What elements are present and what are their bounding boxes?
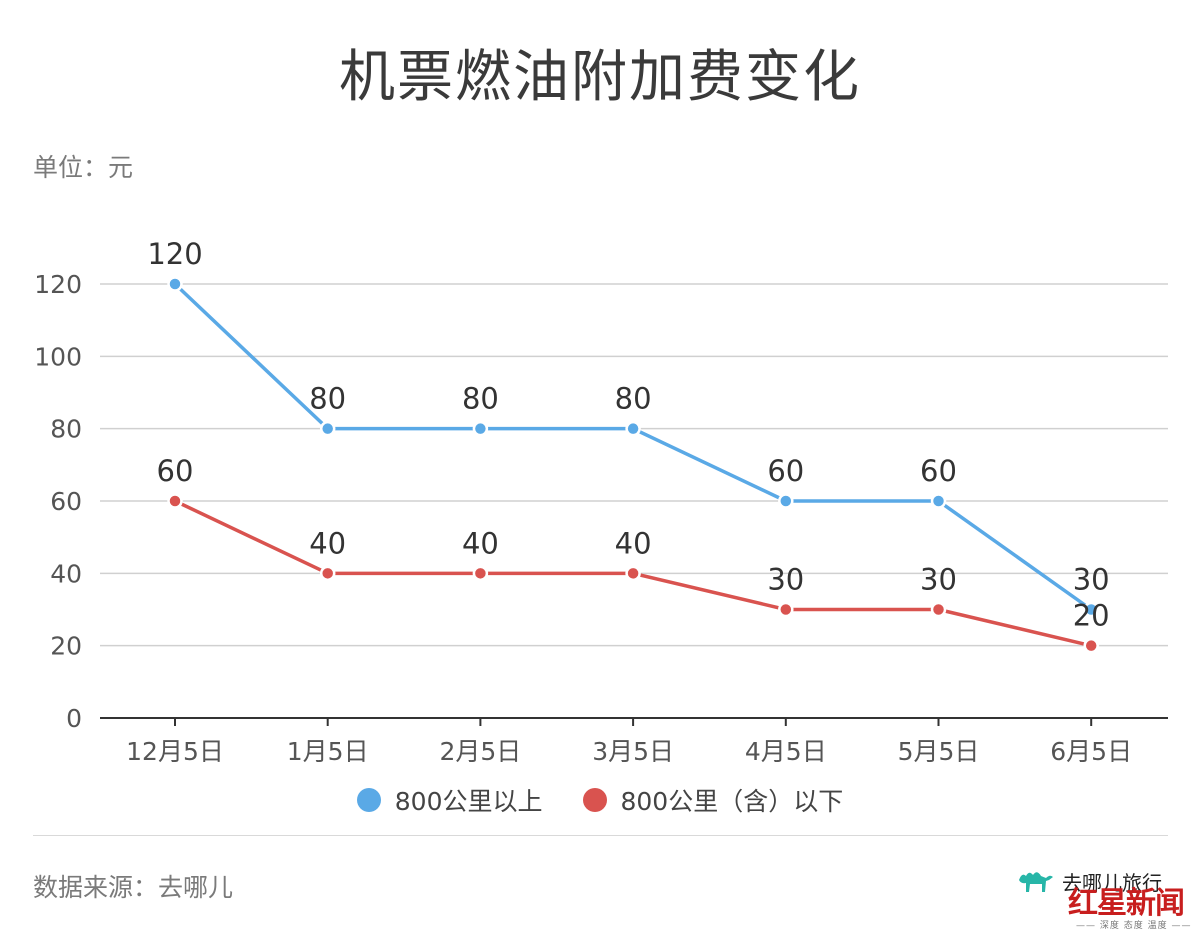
x-tick-label: 4月5日: [745, 737, 827, 766]
x-tick-label: 1月5日: [287, 737, 369, 766]
unit-label: 单位：元: [33, 153, 134, 182]
y-tick-label: 40: [50, 559, 82, 588]
y-tick-label: 20: [50, 632, 82, 661]
data-label: 40: [615, 526, 652, 560]
y-tick-label: 0: [66, 704, 82, 733]
x-tick-label: 5月5日: [898, 737, 980, 766]
data-point: [930, 493, 947, 509]
data-point: [1083, 637, 1099, 654]
data-label: 30: [1073, 563, 1110, 597]
data-label: 20: [1073, 599, 1110, 633]
line-chart: 0 20 40 60 80 100 120 12月5日 1月5日 2月5日 3月5日 4月5日 5月5日…: [34, 237, 1168, 766]
data-point: [167, 493, 183, 509]
qunar-brand: 去哪儿旅行: [1016, 866, 1162, 896]
news-tagline: —— 深度 态度 温度 ——: [1076, 921, 1192, 931]
legend: 800公里以上 800公里（含）以下: [0, 782, 1200, 818]
data-label: 80: [462, 382, 499, 416]
data-point: [472, 420, 489, 437]
y-tick-label: 60: [50, 487, 82, 516]
y-tick-label: 120: [34, 270, 82, 299]
y-tick-label: 100: [34, 342, 82, 371]
data-label: 30: [767, 563, 804, 597]
data-point: [778, 601, 794, 618]
data-point: [625, 420, 641, 437]
legend-item-below[interactable]: 800公里（含）以下: [582, 782, 844, 818]
legend-item-above[interactable]: 800公里以上: [356, 782, 543, 818]
data-label: 40: [309, 526, 346, 560]
data-label: 60: [920, 454, 957, 488]
data-point: [472, 565, 489, 582]
data-point: [1083, 601, 1099, 618]
data-label: 40: [462, 526, 499, 560]
footer-divider: [33, 835, 1168, 836]
x-tick-label: 2月5日: [439, 737, 521, 766]
data-point: [930, 601, 947, 618]
legend-label-above: 800公里以上: [394, 787, 543, 816]
data-label: 80: [615, 382, 652, 416]
brand-text: 去哪儿旅行: [1062, 870, 1162, 895]
legend-dot-above: [356, 788, 381, 812]
y-tick-label: 80: [50, 415, 82, 444]
series-line-0: [173, 282, 1093, 611]
legend-label-below: 800公里（含）以下: [620, 787, 844, 816]
data-label: 60: [157, 454, 194, 488]
data-label: 120: [147, 237, 202, 271]
news-logo: 红星新闻: [1068, 886, 1185, 921]
data-label: 80: [309, 382, 346, 416]
camel-icon: [1019, 872, 1053, 892]
x-tick-label: 3月5日: [592, 737, 674, 766]
legend-dot-below: [582, 788, 607, 812]
data-source: 数据来源：去哪儿: [33, 873, 234, 902]
data-label: 60: [767, 454, 804, 488]
data-point: [625, 565, 641, 582]
data-point: [778, 493, 794, 509]
chart-title: 机票燃油附加费变化: [339, 45, 861, 110]
data-point: [319, 565, 336, 582]
data-point: [167, 276, 183, 292]
data-point: [319, 420, 336, 437]
x-tick-label: 12月5日: [126, 737, 224, 766]
x-tick-label: 6月5日: [1050, 737, 1132, 766]
data-label: 30: [920, 563, 957, 597]
